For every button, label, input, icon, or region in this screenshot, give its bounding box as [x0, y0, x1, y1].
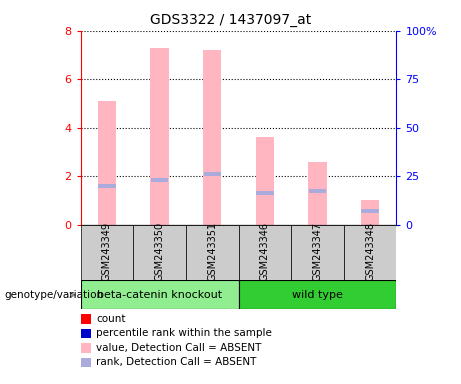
- Bar: [203, 50, 221, 225]
- Bar: [256, 137, 274, 225]
- Text: count: count: [96, 314, 126, 324]
- Text: GSM243346: GSM243346: [260, 222, 270, 281]
- Bar: [309, 189, 326, 192]
- Bar: [98, 184, 116, 188]
- Bar: [239, 225, 291, 280]
- Bar: [81, 225, 133, 280]
- Bar: [256, 191, 274, 195]
- Text: value, Detection Call = ABSENT: value, Detection Call = ABSENT: [96, 343, 262, 353]
- Text: GSM243347: GSM243347: [313, 222, 323, 281]
- Text: GSM243350: GSM243350: [154, 222, 165, 281]
- Bar: [81, 280, 239, 309]
- Text: genotype/variation: genotype/variation: [5, 290, 104, 300]
- Text: rank, Detection Call = ABSENT: rank, Detection Call = ABSENT: [96, 358, 257, 367]
- Bar: [239, 280, 396, 309]
- Bar: [291, 225, 344, 280]
- Bar: [186, 225, 239, 280]
- Bar: [361, 210, 379, 213]
- Text: GSM243351: GSM243351: [207, 222, 217, 281]
- Bar: [98, 101, 116, 225]
- Bar: [344, 225, 396, 280]
- Text: GDS3322 / 1437097_at: GDS3322 / 1437097_at: [150, 13, 311, 27]
- Text: wild type: wild type: [292, 290, 343, 300]
- Bar: [133, 225, 186, 280]
- Text: GSM243348: GSM243348: [365, 222, 375, 281]
- Text: beta-catenin knockout: beta-catenin knockout: [97, 290, 222, 300]
- Text: GSM243349: GSM243349: [102, 222, 112, 281]
- Bar: [203, 172, 221, 175]
- Bar: [308, 162, 327, 225]
- Bar: [151, 178, 168, 182]
- Bar: [150, 48, 169, 225]
- Text: percentile rank within the sample: percentile rank within the sample: [96, 328, 272, 338]
- Bar: [361, 200, 379, 225]
